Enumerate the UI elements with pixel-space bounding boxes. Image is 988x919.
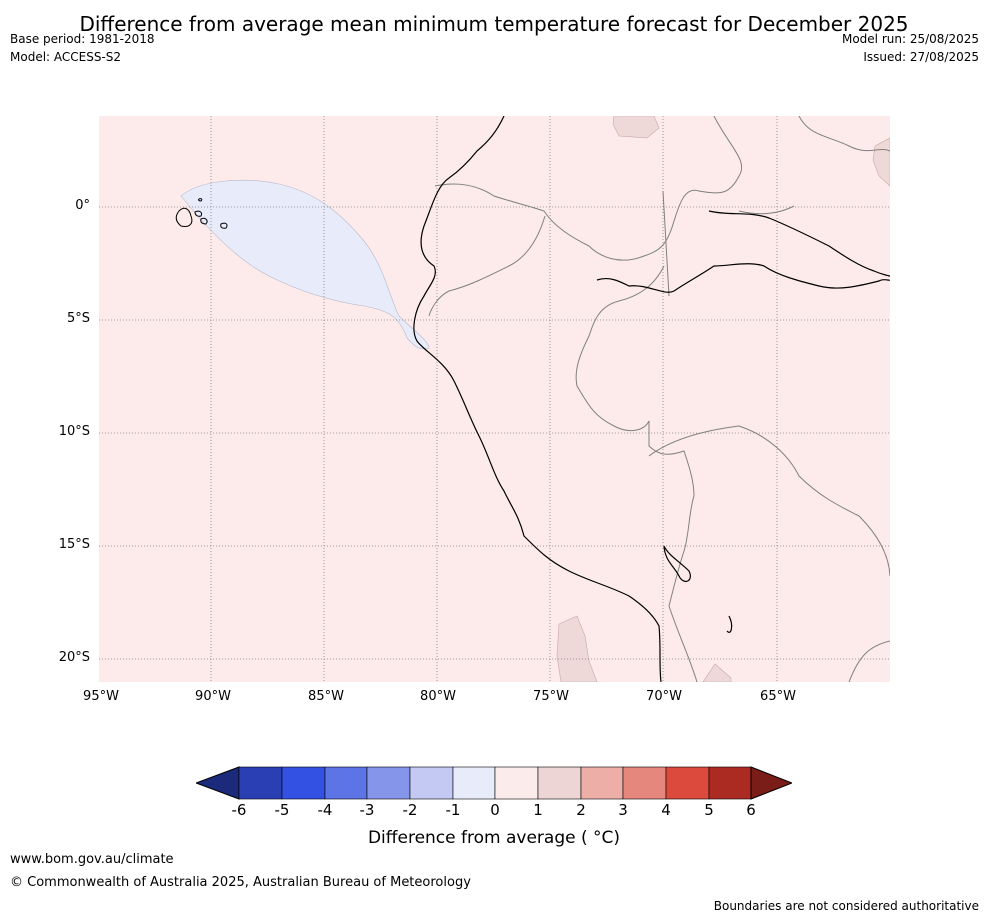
lat-label-0: 0° bbox=[75, 198, 90, 213]
meta-right: Model run: 25/08/2025 Issued: 27/08/2025 bbox=[842, 30, 979, 66]
map-svg bbox=[99, 115, 891, 683]
colorbar-tick: -3 bbox=[359, 801, 375, 819]
colorbar-tick: 6 bbox=[746, 801, 756, 819]
country-borders bbox=[428, 115, 891, 683]
lon-label-85w: 85°W bbox=[308, 689, 344, 704]
warm-patch-top bbox=[612, 115, 660, 139]
meta-left: Base period: 1981-2018 Model: ACCESS-S2 bbox=[10, 30, 155, 66]
colorbar-bin-5 bbox=[409, 766, 454, 800]
map-title: Difference from average mean minimum tem… bbox=[79, 12, 909, 36]
colorbar bbox=[194, 766, 794, 800]
colorbar-bin-9 bbox=[580, 766, 624, 800]
gridlines bbox=[99, 116, 890, 682]
colorbar-tick: -6 bbox=[231, 801, 247, 819]
lat-label-5s: 5°S bbox=[66, 311, 90, 326]
lon-label-75w: 75°W bbox=[533, 689, 569, 704]
lat-label-10s: 10°S bbox=[58, 424, 90, 439]
coastlines bbox=[413, 115, 891, 683]
cool-anomaly-region bbox=[180, 179, 430, 350]
galapagos-islands bbox=[175, 198, 228, 229]
lon-label-65w: 65°W bbox=[760, 689, 796, 704]
colorbar-tick: 5 bbox=[704, 801, 714, 819]
colorbar-bin-10 bbox=[622, 766, 667, 800]
colorbar-bin-8 bbox=[537, 766, 582, 800]
footer-disclaimer: Boundaries are not considered authoritat… bbox=[713, 899, 979, 913]
lat-label-20s: 20°S bbox=[58, 650, 90, 665]
colorbar-tick: -1 bbox=[445, 801, 461, 819]
lon-label-70w: 70°W bbox=[646, 689, 682, 704]
colorbar-bin-2 bbox=[281, 766, 326, 800]
warm-patch-south bbox=[556, 615, 598, 683]
colorbar-tick: -4 bbox=[317, 801, 333, 819]
issued-text: Issued: 27/08/2025 bbox=[863, 50, 979, 64]
lat-label-15s: 15°S bbox=[58, 537, 90, 552]
colorbar-bin-11 bbox=[665, 766, 710, 800]
colorbar-bin-6 bbox=[452, 766, 496, 800]
footer-url: www.bom.gov.au/climate bbox=[10, 852, 174, 867]
colorbar-tick: 4 bbox=[661, 801, 671, 819]
colorbar-bin-12 bbox=[708, 766, 752, 800]
colorbar-bin-7 bbox=[494, 766, 539, 800]
colorbar-tick: 3 bbox=[618, 801, 628, 819]
model-run-text: Model run: 25/08/2025 bbox=[841, 32, 979, 46]
lon-label-80w: 80°W bbox=[420, 689, 456, 704]
colorbar-svg bbox=[194, 766, 794, 800]
base-period-text: Base period: 1981-2018 bbox=[10, 32, 155, 46]
colorbar-extend-low bbox=[194, 766, 240, 800]
colorbar-tick: -5 bbox=[274, 801, 290, 819]
map-panel bbox=[99, 115, 891, 683]
colorbar-title: Difference from average ( °C) bbox=[367, 828, 621, 848]
lon-label-95w: 95°W bbox=[83, 689, 119, 704]
colorbar-bin-4 bbox=[366, 766, 411, 800]
colorbar-bin-1 bbox=[238, 766, 283, 800]
colorbar-tick: 1 bbox=[533, 801, 543, 819]
colorbar-bin-3 bbox=[324, 766, 368, 800]
footer-copyright: © Commonwealth of Australia 2025, Austra… bbox=[10, 875, 471, 890]
colorbar-extend-high bbox=[750, 766, 794, 800]
colorbar-tick: -2 bbox=[402, 801, 418, 819]
model-text: Model: ACCESS-S2 bbox=[10, 50, 122, 64]
lon-label-90w: 90°W bbox=[195, 689, 231, 704]
colorbar-tick: 0 bbox=[490, 801, 500, 819]
colorbar-tick: 2 bbox=[576, 801, 586, 819]
